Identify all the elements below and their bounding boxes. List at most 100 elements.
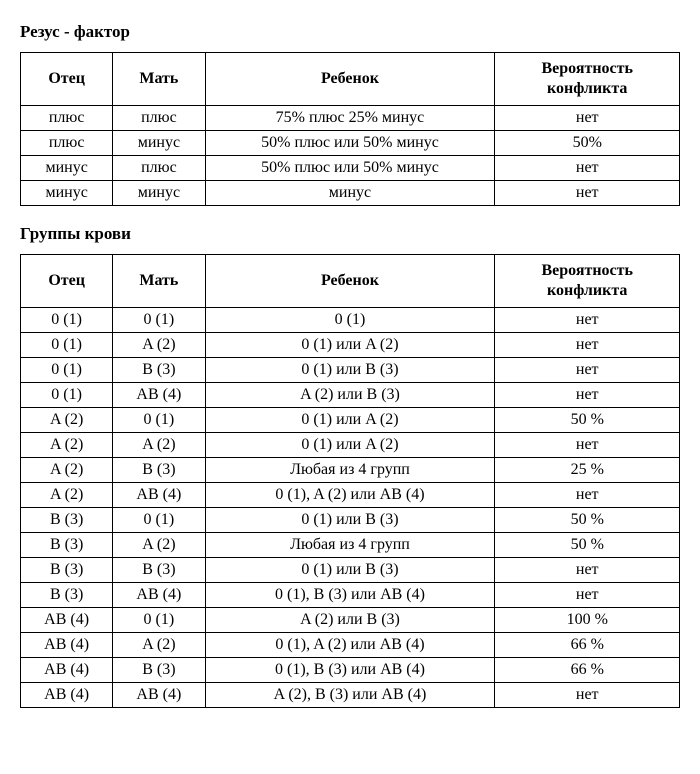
table-cell: A (2) [21,483,113,508]
table-cell: нет [495,558,680,583]
table-cell: 0 (1) [113,608,205,633]
table-row: плюсминус50% плюс или 50% минус50% [21,131,680,156]
table-cell: нет [495,181,680,206]
table-row: минусплюс50% плюс или 50% минуснет [21,156,680,181]
blood-section-title: Группы крови [20,224,680,244]
table-cell: AB (4) [113,383,205,408]
table-cell: нет [495,333,680,358]
table-cell: нет [495,583,680,608]
table-cell: 0 (1) или A (2) [205,333,495,358]
rh-section-title: Резус - фактор [20,22,680,42]
table-cell: 0 (1), A (2) или AB (4) [205,483,495,508]
table-cell: 100 % [495,608,680,633]
table-cell: A (2) [21,433,113,458]
table-cell: 0 (1) [205,308,495,333]
table-cell: 50 % [495,508,680,533]
table-cell: B (3) [113,558,205,583]
table-row: 0 (1)A (2)0 (1) или A (2)нет [21,333,680,358]
table-cell: AB (4) [113,683,205,708]
table-cell: 50 % [495,533,680,558]
rh-header-row: Отец Мать Ребенок Вероятность конфликта [21,53,680,106]
table-cell: 50% плюс или 50% минус [205,131,495,156]
table-row: AB (4)A (2)0 (1), A (2) или AB (4)66 % [21,633,680,658]
table-cell: минус [21,156,113,181]
table-cell: 0 (1) [21,308,113,333]
table-cell: A (2) [21,408,113,433]
table-cell: нет [495,433,680,458]
table-cell: 0 (1), B (3) или AB (4) [205,658,495,683]
table-row: AB (4)B (3)0 (1), B (3) или AB (4)66 % [21,658,680,683]
table-cell: B (3) [113,458,205,483]
table-cell: AB (4) [21,633,113,658]
table-cell: минус [113,131,205,156]
table-cell: A (2) [113,533,205,558]
table-cell: 0 (1) [21,383,113,408]
table-cell: B (3) [21,558,113,583]
rh-col-father: Отец [21,53,113,106]
table-cell: 66 % [495,633,680,658]
table-cell: B (3) [113,358,205,383]
table-cell: 0 (1) или B (3) [205,558,495,583]
table-cell: нет [495,383,680,408]
table-cell: нет [495,483,680,508]
blood-col-father: Отец [21,255,113,308]
table-row: B (3)A (2)Любая из 4 групп50 % [21,533,680,558]
table-cell: 0 (1) [21,358,113,383]
table-cell: B (3) [113,658,205,683]
table-row: 0 (1)B (3)0 (1) или B (3)нет [21,358,680,383]
table-cell: AB (4) [113,483,205,508]
table-cell: 0 (1) или A (2) [205,433,495,458]
table-cell: нет [495,358,680,383]
table-cell: A (2) или B (3) [205,608,495,633]
table-cell: 0 (1) [113,408,205,433]
blood-tbody: 0 (1)0 (1)0 (1)нет0 (1)A (2)0 (1) или A … [21,308,680,708]
blood-col-mother: Мать [113,255,205,308]
table-row: A (2)A (2)0 (1) или A (2)нет [21,433,680,458]
table-cell: плюс [21,106,113,131]
table-cell: плюс [113,156,205,181]
table-row: B (3)B (3)0 (1) или B (3)нет [21,558,680,583]
table-cell: 66 % [495,658,680,683]
table-cell: нет [495,106,680,131]
table-cell: минус [205,181,495,206]
table-cell: нет [495,156,680,181]
table-cell: AB (4) [21,683,113,708]
table-cell: 25 % [495,458,680,483]
table-row: A (2)B (3)Любая из 4 групп25 % [21,458,680,483]
blood-col-child: Ребенок [205,255,495,308]
rh-col-child: Ребенок [205,53,495,106]
table-row: AB (4)AB (4)A (2), B (3) или AB (4)нет [21,683,680,708]
table-cell: Любая из 4 групп [205,458,495,483]
table-row: A (2)AB (4)0 (1), A (2) или AB (4)нет [21,483,680,508]
rh-col-mother: Мать [113,53,205,106]
table-row: плюсплюс75% плюс 25% минуснет [21,106,680,131]
rh-tbody: плюсплюс75% плюс 25% минуснетплюсминус50… [21,106,680,206]
rh-table: Отец Мать Ребенок Вероятность конфликта … [20,52,680,206]
table-cell: нет [495,683,680,708]
table-cell: AB (4) [21,608,113,633]
table-cell: 0 (1) [113,308,205,333]
table-cell: 50% плюс или 50% минус [205,156,495,181]
table-cell: 0 (1) [113,508,205,533]
table-cell: B (3) [21,533,113,558]
table-row: минусминусминуснет [21,181,680,206]
table-cell: B (3) [21,508,113,533]
table-cell: A (2) [113,433,205,458]
table-cell: A (2) или B (3) [205,383,495,408]
table-row: 0 (1)0 (1)0 (1)нет [21,308,680,333]
table-cell: A (2) [113,333,205,358]
table-cell: плюс [113,106,205,131]
table-cell: A (2) [21,458,113,483]
table-cell: 0 (1), B (3) или AB (4) [205,583,495,608]
table-cell: 0 (1) или B (3) [205,508,495,533]
rh-col-conflict: Вероятность конфликта [495,53,680,106]
table-row: B (3)AB (4)0 (1), B (3) или AB (4)нет [21,583,680,608]
blood-table: Отец Мать Ребенок Вероятность конфликта … [20,254,680,708]
table-cell: A (2), B (3) или AB (4) [205,683,495,708]
table-cell: минус [113,181,205,206]
table-row: A (2)0 (1)0 (1) или A (2)50 % [21,408,680,433]
table-row: AB (4)0 (1)A (2) или B (3)100 % [21,608,680,633]
blood-col-conflict: Вероятность конфликта [495,255,680,308]
table-cell: плюс [21,131,113,156]
table-row: 0 (1)AB (4)A (2) или B (3)нет [21,383,680,408]
